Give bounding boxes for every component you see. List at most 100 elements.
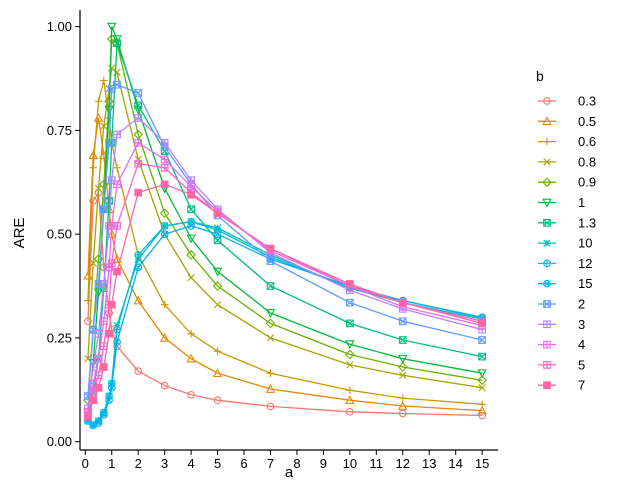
data-point	[345, 395, 355, 405]
data-point	[133, 129, 144, 140]
data-point	[543, 218, 551, 227]
data-point	[107, 383, 116, 392]
legend-item: 0.9	[538, 175, 596, 190]
data-point	[186, 234, 196, 244]
data-point	[398, 317, 407, 326]
data-point	[398, 394, 407, 402]
data-point	[94, 383, 103, 392]
data-point	[134, 114, 143, 122]
legend-item: 0.5	[538, 114, 596, 129]
legend-label: 4	[578, 337, 585, 352]
data-point	[89, 396, 98, 405]
data-point	[107, 259, 116, 268]
data-point	[543, 300, 551, 308]
data-point	[89, 163, 98, 172]
data-point	[266, 244, 275, 253]
data-point	[105, 329, 113, 338]
legend: b 0.3 0.5 0.6 0.8 0.9 1 1.3 10 12 15 2 3 4 5 7	[536, 68, 596, 393]
data-point	[100, 76, 108, 85]
data-point	[113, 180, 121, 189]
y-axis-title: ARE	[11, 218, 28, 249]
series-line	[87, 80, 483, 405]
x-tick-label: 11	[370, 456, 384, 471]
legend-label: 0.8	[578, 154, 596, 169]
legend-label: 0.5	[578, 114, 596, 129]
data-point	[134, 263, 143, 272]
y-tick-label: 0.00	[47, 434, 72, 449]
legend-label: 2	[578, 297, 585, 312]
data-point	[134, 159, 143, 168]
data-point	[160, 163, 169, 172]
data-point	[107, 300, 116, 309]
legend-item: 4	[538, 337, 585, 352]
data-point	[397, 362, 408, 372]
legend-label: 0.9	[578, 175, 596, 190]
series-line	[87, 42, 483, 417]
data-point	[543, 239, 551, 247]
x-tick-label: 2	[135, 456, 142, 471]
legend-item: 15	[538, 276, 592, 291]
legend-label: 1.3	[578, 215, 596, 230]
series-1	[83, 22, 487, 418]
legend-title: b	[536, 68, 544, 84]
data-point	[266, 334, 275, 342]
data-point	[187, 274, 195, 282]
series-line	[87, 190, 483, 417]
legend-item: 3	[538, 317, 585, 332]
data-point	[159, 332, 170, 342]
legend-label: 12	[578, 256, 592, 271]
data-point	[266, 257, 275, 265]
x-tick-label: 3	[161, 456, 168, 471]
data-point	[346, 386, 354, 395]
y-tick-label: 0.50	[47, 227, 72, 242]
data-point	[477, 369, 487, 379]
legend-label: 10	[578, 236, 592, 251]
series-15	[84, 221, 486, 429]
data-point	[134, 251, 143, 259]
legend-item: 2	[538, 297, 585, 312]
legend-label: 0.3	[578, 94, 596, 109]
data-point	[88, 150, 98, 160]
data-point	[478, 319, 486, 328]
legend-item: 10	[538, 236, 592, 251]
data-point	[477, 405, 487, 415]
series-line	[87, 183, 483, 417]
data-point	[187, 329, 195, 338]
legend-item: 0.6	[538, 134, 596, 149]
data-point	[543, 137, 551, 146]
data-point	[543, 279, 551, 288]
data-point	[113, 80, 121, 89]
y-tick-label: 1.00	[47, 19, 72, 34]
series-layer	[83, 22, 488, 429]
data-point	[112, 254, 122, 263]
data-point	[105, 138, 113, 147]
legend-label: 1	[578, 195, 585, 210]
series-0.9	[83, 34, 488, 406]
data-point	[398, 409, 407, 418]
x-tick-label: 15	[475, 456, 489, 471]
data-point	[112, 35, 122, 45]
data-point	[478, 400, 486, 409]
data-point	[543, 259, 551, 268]
data-point	[160, 180, 169, 189]
data-point	[345, 298, 354, 307]
data-point	[346, 361, 354, 369]
data-point	[543, 158, 551, 166]
series-5	[84, 159, 486, 417]
data-point	[99, 410, 108, 419]
data-point	[187, 217, 195, 226]
y-tick-label: 0.25	[47, 330, 72, 345]
data-point	[107, 22, 117, 32]
data-point	[113, 163, 121, 172]
legend-item: 7	[538, 378, 585, 393]
y-axis-ticks: 0.00 0.25 0.50 0.75 1.00	[47, 19, 80, 449]
data-point	[105, 396, 113, 405]
series-line	[87, 26, 483, 413]
data-point	[84, 296, 92, 305]
data-point	[478, 384, 486, 392]
data-point	[266, 282, 275, 290]
data-point	[160, 221, 169, 230]
data-point	[94, 97, 103, 106]
legend-item: 5	[538, 357, 585, 372]
